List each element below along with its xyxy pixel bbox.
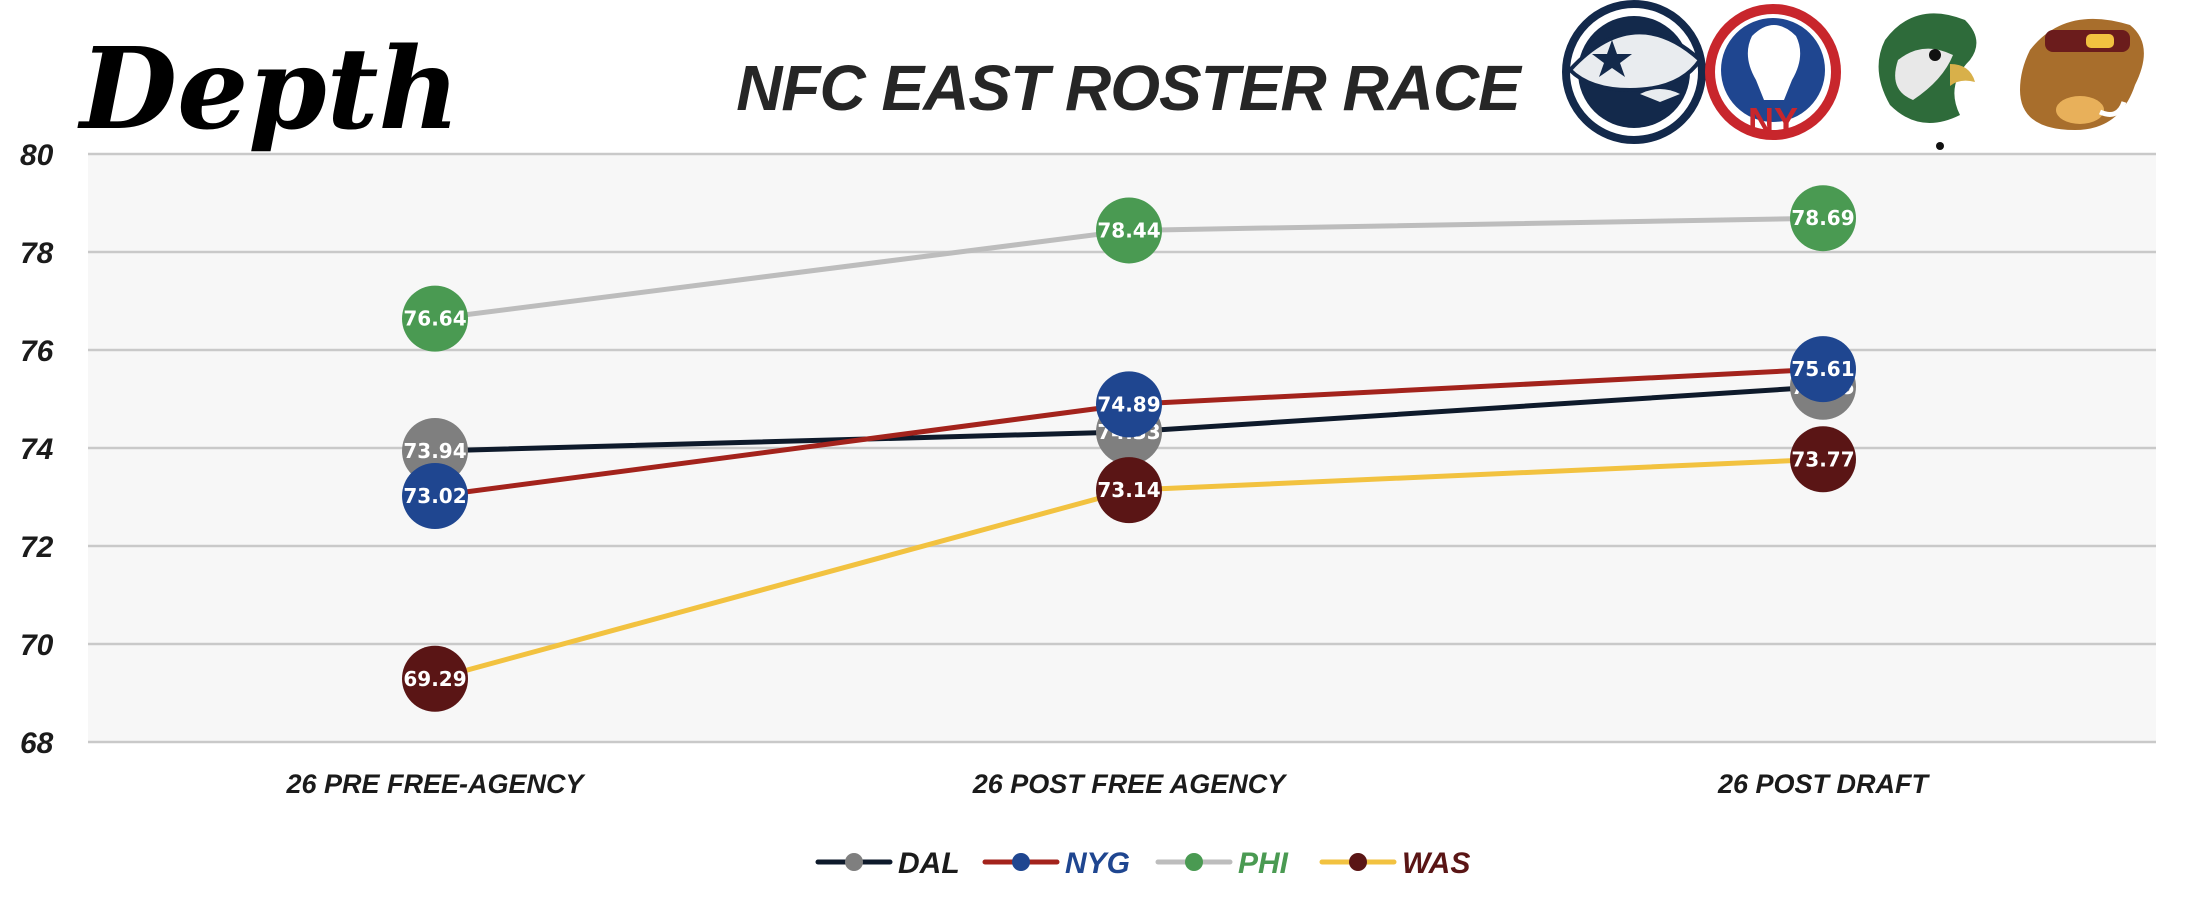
data-point-nyg (1096, 371, 1162, 438)
y-tick-label: 72 (20, 531, 54, 564)
depth-logo-text: Depth (77, 24, 460, 155)
legend-marker (1012, 853, 1030, 871)
data-label-phi: 76.64 (403, 307, 466, 331)
chart-title: NFC EAST ROSTER RACE (736, 52, 1523, 124)
legend-marker (1349, 853, 1367, 871)
legend-label: NYG (1065, 847, 1130, 880)
data-point-was (1790, 426, 1856, 493)
data-label-nyg: 73.02 (403, 484, 466, 508)
legend-label: DAL (898, 847, 960, 880)
legend-item-dal: DAL (815, 847, 960, 880)
data-label-nyg: 75.61 (1791, 357, 1854, 381)
data-point-nyg (1790, 336, 1856, 403)
data-label-dal: 73.94 (403, 439, 466, 463)
y-axis-ticks: 68 70 72 74 76 78 80 (20, 139, 54, 760)
baseball-stitch-icon (171, 20, 210, 66)
data-point-phi (1790, 185, 1856, 252)
boar-helmet-icon (2020, 18, 2144, 130)
data-label-was: 69.29 (403, 667, 466, 691)
data-point-phi (402, 285, 468, 352)
series-markers: 73.9474.3375.2573.0274.8975.6176.6478.44… (402, 185, 1856, 712)
x-tick-label: 26 POST FREE AGENCY (972, 769, 1289, 799)
legend-label: PHI (1238, 847, 1289, 880)
data-point-was (1096, 457, 1162, 524)
depth-logo: Depth (77, 20, 460, 155)
data-point-nyg (402, 463, 468, 530)
legend-marker (1185, 853, 1203, 871)
data-label-was: 73.77 (1791, 447, 1854, 471)
data-point-dal (402, 417, 468, 484)
data-point-phi (1096, 197, 1162, 264)
data-label-was: 73.14 (1097, 478, 1160, 502)
y-tick-label: 74 (20, 433, 54, 466)
legend-marker (845, 853, 863, 871)
legend: DAL NYG PHI WAS (815, 847, 1470, 880)
data-label-phi: 78.44 (1097, 218, 1160, 242)
legend-item-was: WAS (1319, 847, 1470, 880)
giants-ny-head-icon: NY (1705, 4, 1841, 141)
y-tick-label: 76 (20, 335, 54, 368)
data-label-nyg: 74.89 (1097, 392, 1160, 416)
legend-item-nyg: NYG (982, 847, 1130, 880)
legend-label: WAS (1402, 847, 1470, 880)
x-axis-ticks: 26 PRE FREE-AGENCY 26 POST FREE AGENCY 26 … (285, 769, 1930, 799)
y-tick-label: 70 (20, 629, 54, 662)
y-tick-label: 78 (20, 237, 54, 270)
data-point-was (402, 645, 468, 712)
y-tick-label: 68 (20, 727, 54, 760)
team-logos: NY (1562, 0, 2144, 150)
data-label-phi: 78.69 (1791, 206, 1854, 230)
y-tick-label: 80 (20, 139, 54, 172)
cowboys-hat-star-icon (1562, 0, 1706, 144)
x-tick-label: 26 PRE FREE-AGENCY (285, 769, 586, 799)
x-tick-label: 26 POST DRAFT (1717, 769, 1931, 799)
ny-logo-letters: NY (1748, 100, 1798, 141)
legend-item-phi: PHI (1155, 847, 1289, 880)
eagle-head-icon (1878, 13, 1977, 150)
